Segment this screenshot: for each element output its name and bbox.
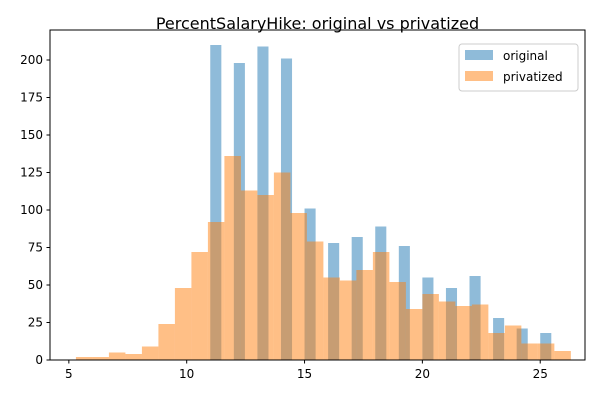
- x-tick-label: 5: [65, 367, 73, 381]
- bar-original: [210, 45, 222, 360]
- bar-privatized: [554, 351, 571, 360]
- legend-swatch-original: [465, 50, 493, 60]
- x-tick-label: 10: [179, 367, 194, 381]
- y-tick-label: 75: [28, 241, 43, 255]
- bar-privatized: [389, 282, 406, 360]
- bar-privatized: [422, 294, 439, 360]
- bar-privatized: [438, 301, 456, 360]
- bar-privatized: [207, 222, 225, 360]
- series-privatized: [75, 156, 571, 360]
- x-tick-label: 20: [415, 367, 430, 381]
- y-tick-label: 25: [28, 316, 43, 330]
- y-axis: 0 25 50 75 100 125 150 175 200: [20, 53, 50, 367]
- bar-privatized: [158, 324, 175, 360]
- y-tick-label: 150: [20, 128, 43, 142]
- bar-privatized: [521, 343, 538, 360]
- bar-privatized: [224, 156, 241, 360]
- bar-privatized: [290, 213, 307, 360]
- plot-area: [75, 45, 571, 360]
- bar-privatized: [125, 354, 142, 360]
- y-tick-label: 50: [28, 278, 43, 292]
- bar-privatized: [537, 343, 555, 360]
- x-tick-label: 25: [533, 367, 548, 381]
- bar-privatized: [240, 190, 258, 360]
- plot-frame: [49, 29, 586, 361]
- bar-privatized: [174, 288, 192, 360]
- legend-label-original: original: [503, 49, 548, 63]
- bar-privatized: [471, 304, 489, 360]
- legend-label-privatized: privatized: [503, 70, 563, 84]
- y-tick-label: 125: [20, 166, 43, 180]
- legend-swatch-privatized: [465, 71, 493, 81]
- bar-privatized: [108, 352, 126, 360]
- bar-privatized: [372, 252, 390, 360]
- bar-privatized: [141, 346, 159, 360]
- x-axis: 5 10 15 20 25: [65, 360, 548, 381]
- y-tick-label: 175: [20, 91, 43, 105]
- bar-privatized: [191, 252, 208, 360]
- bar-privatized: [405, 309, 423, 360]
- bar-privatized: [356, 270, 373, 360]
- y-tick-label: 200: [20, 53, 43, 67]
- bar-privatized: [504, 325, 522, 360]
- bar-privatized: [75, 357, 93, 360]
- bar-privatized: [273, 172, 291, 360]
- y-tick-label: 100: [20, 203, 43, 217]
- bar-privatized: [488, 333, 505, 360]
- bar-privatized: [323, 277, 340, 360]
- bar-privatized: [257, 195, 274, 360]
- chart-title: PercentSalaryHike: original vs privatize…: [156, 14, 479, 33]
- bar-privatized: [92, 357, 109, 360]
- x-tick-label: 15: [297, 367, 312, 381]
- bar-privatized: [455, 306, 472, 360]
- y-tick-label: 0: [35, 353, 43, 367]
- bar-privatized: [306, 241, 324, 360]
- bar-privatized: [339, 280, 357, 360]
- legend: original privatized: [458, 43, 579, 92]
